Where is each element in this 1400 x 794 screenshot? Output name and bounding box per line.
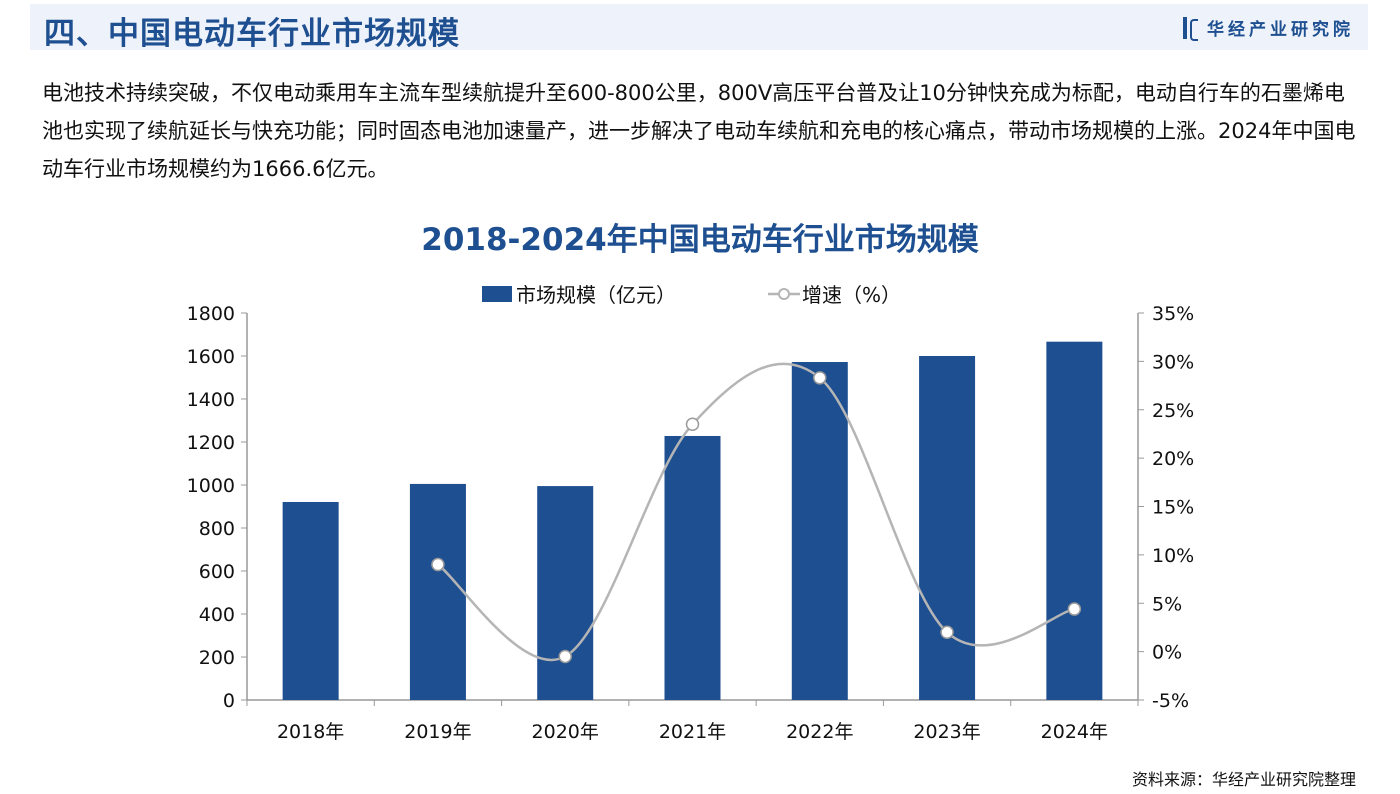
right-tick-label: 30%	[1152, 351, 1194, 373]
x-tick-label: 2020年	[532, 721, 599, 743]
growth-point-2020年	[558, 649, 572, 664]
right-tick-label: 0%	[1152, 642, 1182, 664]
left-tick-label: 1400	[187, 389, 235, 411]
brand: 华经产业研究院	[1183, 15, 1354, 41]
growth-point-2021年	[685, 417, 700, 432]
growth-point-2023年	[940, 625, 954, 640]
x-tick-label: 2024年	[1041, 721, 1108, 743]
x-tick-label: 2023年	[913, 721, 980, 743]
right-tick-label: 15%	[1152, 497, 1194, 519]
right-tick-label: 25%	[1152, 400, 1194, 422]
growth-line	[437, 362, 1075, 661]
legend-line-label: 增速（%）	[802, 283, 901, 307]
brand-name: 华经产业研究院	[1207, 20, 1354, 40]
bar-2021年	[664, 435, 721, 700]
left-tick-label: 1600	[187, 346, 235, 368]
x-tick-label: 2021年	[659, 721, 726, 743]
right-tick-label: 10%	[1152, 545, 1194, 567]
page-title: 四、中国电动车行业市场规模	[44, 16, 460, 52]
x-tick-label: 2022年	[786, 721, 853, 743]
bar-2020年	[537, 486, 594, 700]
left-tick-label: 400	[199, 604, 235, 626]
left-tick-label: 1800	[187, 303, 235, 325]
right-tick-label: 35%	[1152, 303, 1194, 325]
right-tick-label: 5%	[1152, 593, 1182, 615]
header-bar: 四、中国电动车行业市场规模 华经产业研究院	[30, 4, 1368, 52]
left-tick-label: 200	[199, 647, 235, 669]
legend-bar-swatch	[482, 286, 512, 302]
bar-2018年	[282, 501, 339, 700]
growth-point-2019年	[431, 557, 445, 572]
x-tick-label: 2019年	[404, 721, 471, 743]
left-tick-label: 600	[199, 561, 235, 583]
right-tick-label: 20%	[1152, 448, 1194, 470]
bar-2022年	[791, 362, 848, 700]
bar-2024年	[1046, 341, 1103, 700]
bar-2023年	[919, 356, 976, 700]
right-tick-label: -5%	[1152, 690, 1189, 712]
x-tick-label: 2018年	[277, 721, 344, 743]
growth-point-2024年	[1067, 602, 1082, 616]
legend-bar-label: 市场规模（亿元）	[516, 283, 676, 307]
left-tick-label: 1200	[187, 432, 235, 454]
bar-2019年	[409, 483, 466, 700]
description-paragraph: 电池技术持续突破，不仅电动乘用车主流车型续航提升至600-800公里，800V高…	[42, 81, 1356, 181]
source-note: 资料来源：华经产业研究院整理	[1131, 770, 1356, 789]
brand-logo-icon	[1183, 16, 1198, 41]
left-tick-label: 0	[223, 690, 235, 712]
left-tick-label: 800	[199, 518, 235, 540]
growth-point-2022年	[813, 371, 827, 385]
chart-title: 2018-2024年中国电动车行业市场规模	[421, 222, 978, 258]
legend: 市场规模（亿元） 增速（%）	[482, 283, 901, 307]
left-tick-label: 1000	[187, 475, 235, 497]
legend-line-marker	[778, 288, 790, 300]
